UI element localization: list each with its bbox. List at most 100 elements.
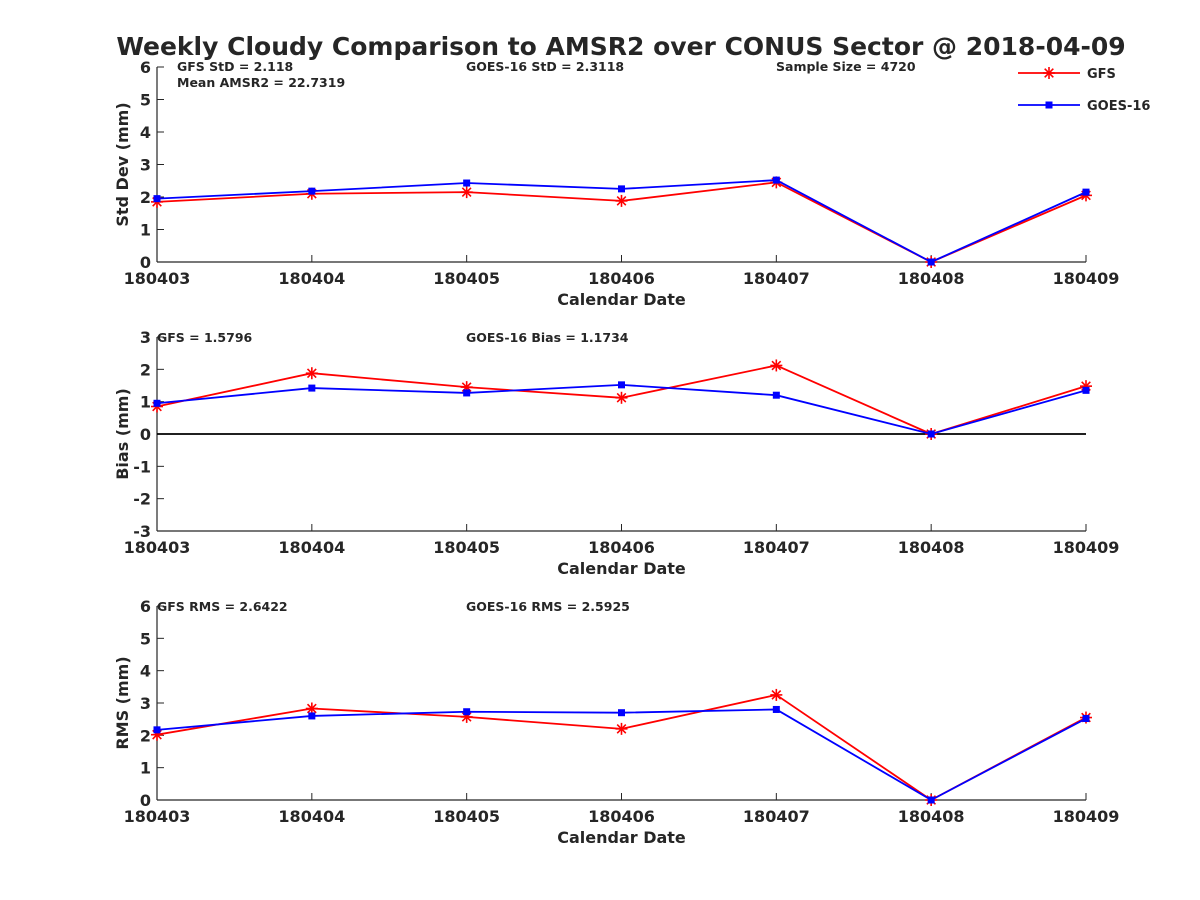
gfs-marker xyxy=(1043,67,1055,79)
y-tick-label: 5 xyxy=(140,91,151,110)
y-tick-label: -2 xyxy=(133,490,151,509)
goes16-marker xyxy=(308,712,316,720)
goes16-marker xyxy=(153,726,161,734)
gfs-marker xyxy=(615,194,628,207)
x-tick-label: 180403 xyxy=(124,269,191,288)
y-tick-label: 3 xyxy=(140,156,151,175)
y-axis-label: Std Dev (mm) xyxy=(113,102,132,226)
x-tick-label: 180407 xyxy=(743,807,810,826)
x-tick-label: 180405 xyxy=(433,538,500,557)
stat-annotation: GOES-16 StD = 2.3118 xyxy=(466,59,624,74)
x-tick-label: 180404 xyxy=(278,807,345,826)
series-goes16 xyxy=(153,381,1090,438)
stat-annotation: Sample Size = 4720 xyxy=(776,59,916,74)
gfs-marker xyxy=(305,367,318,380)
y-tick-label: 5 xyxy=(140,629,151,648)
x-axis-label: Calendar Date xyxy=(557,559,686,578)
goes16-marker xyxy=(1082,188,1090,196)
x-tick-label: 180406 xyxy=(588,269,655,288)
goes16-marker xyxy=(308,187,316,195)
x-tick-label: 180409 xyxy=(1053,538,1120,557)
y-tick-label: 1 xyxy=(140,221,151,240)
goes16-marker xyxy=(927,258,935,266)
y-tick-label: 0 xyxy=(140,253,151,272)
x-tick-label: 180408 xyxy=(898,807,965,826)
legend: GFS GOES-16 xyxy=(1018,67,1150,114)
y-tick-label: 0 xyxy=(140,791,151,810)
y-tick-label: 3 xyxy=(140,328,151,347)
series-line xyxy=(156,179,1087,264)
legend-item-gfs: GFS xyxy=(1018,67,1116,82)
gfs-marker xyxy=(615,391,628,404)
goes16-marker xyxy=(1045,101,1053,109)
goes16-marker xyxy=(618,185,625,193)
series-gfs xyxy=(151,688,1092,806)
gfs-marker xyxy=(460,186,473,199)
y-tick-label: 6 xyxy=(140,58,151,77)
x-tick-label: 180403 xyxy=(124,807,191,826)
y-axis-label: RMS (mm) xyxy=(113,656,132,749)
stat-annotation: Mean AMSR2 = 22.7319 xyxy=(177,75,345,90)
stat-annotation: GOES-16 Bias = 1.1734 xyxy=(466,330,629,345)
y-tick-label: 3 xyxy=(140,694,151,713)
x-tick-label: 180403 xyxy=(124,538,191,557)
gfs-marker xyxy=(770,688,783,701)
goes16-marker xyxy=(463,179,471,187)
subplot-panels: 0 1 2 3 4 5 6 180403 180404 180405 180406 180407 180… xyxy=(113,58,1119,847)
x-tick-label: 180408 xyxy=(898,269,965,288)
y-tick-label: 2 xyxy=(140,360,151,379)
y-tick-label: 4 xyxy=(140,662,151,681)
goes16-marker xyxy=(772,176,780,184)
series-line xyxy=(156,181,1087,263)
y-tick-label: 0 xyxy=(140,425,151,444)
y-tick-label: 6 xyxy=(140,597,151,616)
stat-annotation: GOES-16 RMS = 2.5925 xyxy=(466,599,630,614)
x-tick-label: 180408 xyxy=(898,538,965,557)
gfs-marker xyxy=(615,722,628,735)
legend-item-goes16: GOES-16 xyxy=(1018,99,1150,114)
goes16-marker xyxy=(927,796,935,804)
stat-annotation: GFS = 1.5796 xyxy=(157,330,253,345)
x-axis-label: Calendar Date xyxy=(557,828,686,847)
goes16-marker xyxy=(772,391,780,399)
subplot-2: -3 -2 -1 0 1 2 3 180403 180404 180405 180406 180407… xyxy=(113,328,1119,578)
gfs-marker xyxy=(770,359,783,372)
goes16-marker xyxy=(618,381,625,389)
x-tick-label: 180406 xyxy=(588,538,655,557)
x-tick-label: 180407 xyxy=(743,538,810,557)
x-tick-label: 180404 xyxy=(278,538,345,557)
series-goes16 xyxy=(153,705,1090,804)
y-tick-label: 2 xyxy=(140,726,151,745)
stat-annotation: GFS RMS = 2.6422 xyxy=(157,599,288,614)
legend-label: GOES-16 xyxy=(1087,99,1150,114)
goes16-marker xyxy=(1082,386,1090,394)
goes16-marker xyxy=(153,195,161,203)
goes16-marker xyxy=(618,709,625,717)
goes16-marker xyxy=(772,705,780,713)
goes16-marker xyxy=(463,708,471,716)
series-goes16 xyxy=(153,176,1090,266)
x-tick-label: 180404 xyxy=(278,269,345,288)
chart-title: Weekly Cloudy Comparison to AMSR2 over C… xyxy=(116,32,1125,61)
goes16-marker xyxy=(153,399,161,407)
x-tick-label: 180409 xyxy=(1053,269,1120,288)
x-tick-label: 180409 xyxy=(1053,807,1120,826)
y-tick-label: 2 xyxy=(140,188,151,207)
subplot-3: 0 1 2 3 4 5 6 180403 180404 180405 180406 180407 180… xyxy=(113,597,1119,847)
y-tick-label: 1 xyxy=(140,393,151,412)
goes16-marker xyxy=(308,384,316,392)
goes16-marker xyxy=(1082,715,1090,723)
legend-label: GFS xyxy=(1087,67,1116,82)
y-tick-label: 1 xyxy=(140,759,151,778)
goes16-marker xyxy=(927,430,935,438)
y-tick-label: 4 xyxy=(140,123,151,142)
y-tick-label: -3 xyxy=(133,522,151,541)
x-tick-label: 180405 xyxy=(433,807,500,826)
stat-annotation: GFS StD = 2.118 xyxy=(177,59,293,74)
x-tick-label: 180405 xyxy=(433,269,500,288)
x-axis-label: Calendar Date xyxy=(557,290,686,309)
subplot-1: 0 1 2 3 4 5 6 180403 180404 180405 180406 180407 180… xyxy=(113,58,1119,309)
y-tick-label: -1 xyxy=(133,457,151,476)
y-axis-label: Bias (mm) xyxy=(113,388,132,480)
